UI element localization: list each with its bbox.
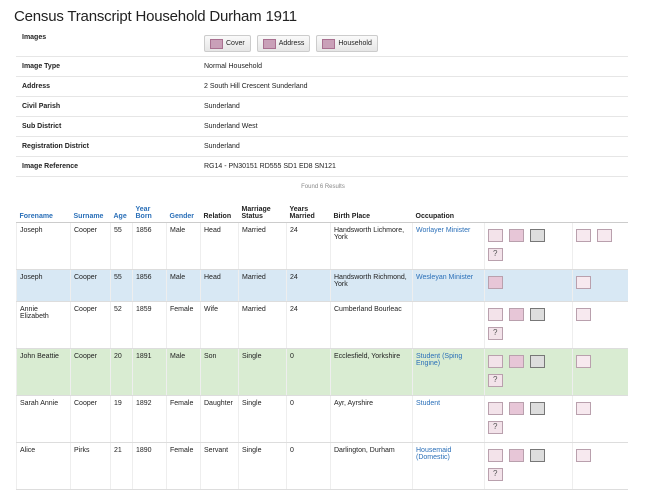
col-actions [484,194,573,223]
occupation-link[interactable]: Worlayer Minister [412,222,485,270]
save-icon[interactable] [530,308,545,321]
table-row[interactable]: John Beattie Cooper 20 1891 Male Son Sin… [16,348,628,396]
save-icon[interactable] [530,449,545,462]
table-row[interactable]: Joseph Cooper 55 1856 Male Head Married … [16,222,628,270]
occupation-link[interactable]: Student (Sping Engine) [412,348,485,396]
occupation-link[interactable]: Housemaid (Domestic) [412,442,485,490]
page-title: Census Transcript Household Durham 1911 [14,8,297,25]
census-icon[interactable] [509,449,524,462]
table-row[interactable]: Sarah Annie Cooper 19 1892 Female Daught… [16,395,628,443]
meta-row: Sub District Sunderland West [16,117,628,137]
col-years-married: Years Married [286,194,331,223]
family-icon[interactable] [576,308,591,321]
meta-row: Image Type Normal Household [16,57,628,77]
col-gender[interactable]: Gender [166,194,201,223]
help-icon[interactable] [488,421,503,434]
person-icon[interactable] [576,402,591,415]
col-age[interactable]: Age [110,194,133,223]
census-icon[interactable] [509,229,524,242]
col-year-born[interactable]: Year Born [132,194,167,223]
table-header-row: Forename Surname Age Year Born Gender Re… [16,194,628,223]
person-icon[interactable] [576,449,591,462]
meta-row: Civil Parish Sunderland [16,97,628,117]
meta-row: Image Reference RG14 - PN30151 RD555 SD1 … [16,157,628,177]
household-image-icon[interactable] [488,449,503,462]
household-image-icon [322,38,336,49]
occupation-link[interactable]: Wesleyan Minister [412,269,485,302]
occupation-link[interactable] [412,301,485,349]
household-meta: Images Cover Address Household Image Typ… [16,30,628,177]
household-image-icon[interactable] [488,308,503,321]
household-image-icon[interactable] [488,355,503,368]
col-birth-place: Birth Place [330,194,413,223]
col-marriage-status: Marriage Status [238,194,287,223]
table-row[interactable]: Joseph Cooper 55 1856 Male Head Married … [16,269,628,302]
occupation-link[interactable]: Student [412,395,485,443]
save-icon[interactable] [530,229,545,242]
table-row[interactable]: Alice Pirks 21 1890 Female Servant Singl… [16,442,628,490]
address-image-icon [262,38,276,49]
household-image-button[interactable]: Household [316,35,378,52]
household-image-icon[interactable] [488,229,503,242]
help-icon[interactable] [488,468,503,481]
meta-row: Registration District Sunderland [16,137,628,157]
table-row[interactable]: Annie Elizabeth Cooper 52 1859 Female Wi… [16,301,628,349]
col-surname[interactable]: Surname [70,194,111,223]
col-relation: Relation [200,194,239,223]
col-actions-2 [572,194,628,223]
census-icon[interactable] [488,276,503,289]
cover-image-icon [210,38,223,49]
col-forename[interactable]: Forename [16,194,71,223]
person-icon[interactable] [576,276,591,289]
household-table: Forename Surname Age Year Born Gender Re… [16,194,628,490]
household-image-icon[interactable] [488,402,503,415]
meta-row-images: Images Cover Address Household [16,30,628,57]
census-icon[interactable] [509,308,524,321]
save-icon[interactable] [530,402,545,415]
family-icon[interactable] [597,229,612,242]
cover-image-button[interactable]: Cover [204,35,251,52]
meta-row: Address 2 South Hill Crescent Sunderland [16,77,628,97]
person-icon[interactable] [576,355,591,368]
help-icon[interactable] [488,248,503,261]
person-icon[interactable] [576,229,591,242]
meta-label: Images [22,34,47,41]
save-icon[interactable] [530,355,545,368]
col-occupation: Occupation [412,194,485,223]
address-image-button[interactable]: Address [256,35,311,52]
census-icon[interactable] [509,355,524,368]
census-icon[interactable] [509,402,524,415]
help-icon[interactable] [488,374,503,387]
help-icon[interactable] [488,327,503,340]
results-count: Found 6 Results [301,184,345,190]
